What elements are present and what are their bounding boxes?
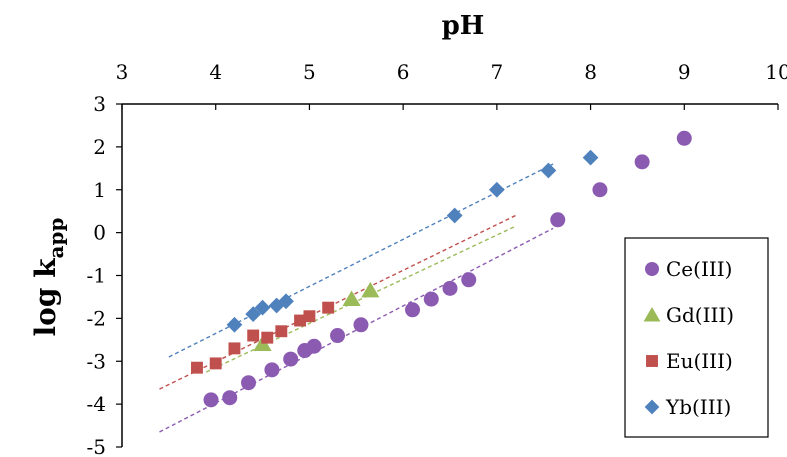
y-tick-label: 0 (93, 221, 106, 245)
y-tick-label: 2 (93, 135, 106, 159)
y-tick-label: -3 (87, 349, 106, 373)
legend-label-eu-iii: Eu(III) (666, 349, 733, 373)
data-point-ce-iii (550, 212, 566, 228)
data-point-yb-iii (540, 162, 557, 179)
data-point-eu-iii (322, 301, 335, 314)
data-point-eu-iii (294, 314, 307, 327)
data-point-yb-iii (278, 293, 294, 310)
data-point-ce-iii (592, 182, 608, 198)
x-axis-title: pH (442, 11, 485, 41)
data-point-yb-iii (254, 299, 271, 316)
data-points (191, 130, 692, 408)
x-tick-label: 10 (765, 60, 787, 84)
data-point-ce-iii (283, 351, 299, 367)
data-point-gd-iii (361, 281, 380, 298)
data-point-yb-iii (488, 181, 505, 198)
x-tick-label: 8 (584, 60, 597, 84)
data-point-ce-iii (241, 375, 257, 391)
y-tick-label: -1 (87, 264, 106, 288)
data-point-yb-iii (582, 149, 599, 166)
data-point-eu-iii (303, 310, 316, 323)
data-point-ce-iii (634, 154, 650, 170)
data-point-ce-iii (353, 317, 369, 333)
fit-lines (159, 163, 554, 433)
data-point-eu-iii (209, 357, 222, 370)
data-point-ce-iii (423, 291, 439, 307)
x-tick-label: 7 (490, 60, 503, 84)
y-tick-label: 3 (93, 92, 106, 116)
data-point-eu-iii (191, 361, 203, 374)
data-point-ce-iii (676, 130, 692, 146)
y-axis-title-subscript: app (44, 218, 68, 259)
legend-marker-gd-iii (643, 306, 661, 322)
data-point-eu-iii (261, 331, 274, 344)
legend-marker-eu-iii (646, 355, 658, 367)
data-point-eu-iii (247, 329, 260, 342)
y-axis-title: log kapp (29, 218, 68, 337)
svg-text:log kapp: log kapp (29, 218, 68, 337)
y-tick-label: -5 (87, 435, 106, 457)
x-tick-label: 5 (303, 60, 316, 84)
legend-label-yb-iii: Yb(III) (665, 395, 731, 419)
data-point-yb-iii (226, 316, 243, 333)
data-point-yb-iii (446, 207, 463, 224)
legend-marker-yb-iii (644, 399, 660, 415)
axes (116, 103, 779, 448)
y-tick-label: -2 (87, 306, 106, 330)
legend: Ce(III) Gd(III) Eu(III) Yb(III) (624, 237, 769, 438)
y-axis-title-main: log k (29, 258, 62, 337)
data-point-ce-iii (442, 280, 458, 296)
data-point-ce-iii (222, 390, 238, 406)
data-point-eu-iii (275, 325, 288, 338)
x-tick-label: 6 (397, 60, 410, 84)
data-point-gd-iii (342, 290, 361, 306)
data-point-ce-iii (405, 302, 421, 318)
data-point-ce-iii (306, 338, 322, 354)
legend-label-ce-iii: Ce(III) (666, 257, 732, 281)
data-point-ce-iii (461, 272, 477, 288)
data-point-yb-iii (245, 306, 262, 322)
y-tick-label: -4 (87, 392, 106, 416)
data-point-eu-iii (228, 342, 241, 355)
data-point-ce-iii (264, 362, 280, 378)
data-point-ce-iii (203, 392, 219, 408)
data-point-ce-iii (330, 328, 346, 344)
y-tick-label: 1 (93, 178, 106, 202)
x-tick-label: 3 (116, 60, 129, 84)
fit-line-gd-iii (206, 225, 516, 373)
legend-label-gd-iii: Gd(III) (666, 303, 734, 327)
legend-marker-ce-iii (645, 262, 659, 276)
x-tick-label: 4 (209, 60, 222, 84)
x-tick-label: 9 (678, 60, 691, 84)
